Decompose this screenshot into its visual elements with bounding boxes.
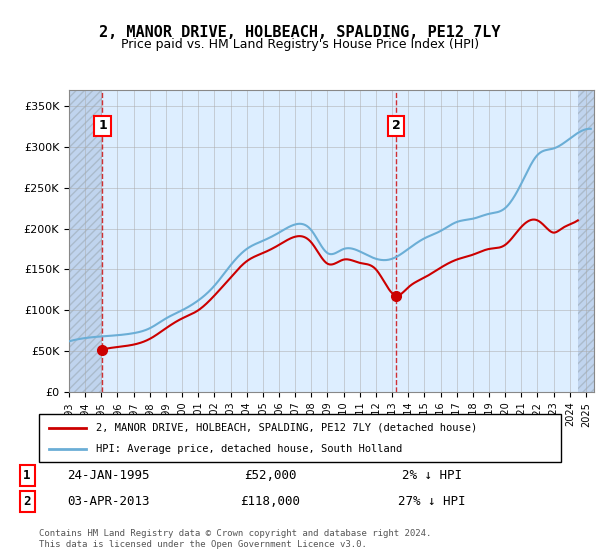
Text: 1: 1: [98, 119, 107, 132]
Bar: [69, 90, 103, 392]
Text: £118,000: £118,000: [240, 495, 300, 508]
FancyBboxPatch shape: [39, 414, 561, 462]
Text: 24-JAN-1995: 24-JAN-1995: [67, 469, 149, 482]
Text: HPI: Average price, detached house, South Holland: HPI: Average price, detached house, Sout…: [97, 444, 403, 454]
Text: 2: 2: [23, 495, 31, 508]
Text: Price paid vs. HM Land Registry's House Price Index (HPI): Price paid vs. HM Land Registry's House …: [121, 38, 479, 51]
Bar: [578, 90, 594, 392]
Text: 2, MANOR DRIVE, HOLBEACH, SPALDING, PE12 7LY (detached house): 2, MANOR DRIVE, HOLBEACH, SPALDING, PE12…: [97, 423, 478, 433]
Text: 1: 1: [23, 469, 31, 482]
Text: 2: 2: [392, 119, 400, 132]
Text: 27% ↓ HPI: 27% ↓ HPI: [398, 495, 466, 508]
Text: 03-APR-2013: 03-APR-2013: [67, 495, 149, 508]
Text: Contains HM Land Registry data © Crown copyright and database right 2024.
This d: Contains HM Land Registry data © Crown c…: [39, 529, 431, 549]
Text: £52,000: £52,000: [244, 469, 296, 482]
Text: 2, MANOR DRIVE, HOLBEACH, SPALDING, PE12 7LY: 2, MANOR DRIVE, HOLBEACH, SPALDING, PE12…: [99, 25, 501, 40]
Text: 2% ↓ HPI: 2% ↓ HPI: [402, 469, 462, 482]
